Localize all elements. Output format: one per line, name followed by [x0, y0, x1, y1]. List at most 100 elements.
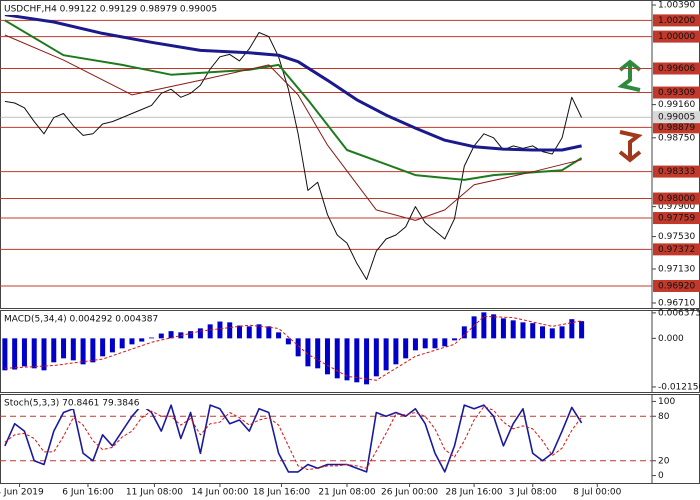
bar: [80, 338, 86, 365]
bar: [364, 338, 370, 385]
level-label: 0.98879: [658, 123, 695, 133]
last-price-box: [653, 111, 700, 124]
bar: [285, 338, 291, 345]
level-label: 1.00000: [658, 32, 695, 42]
up-arrow: [617, 59, 642, 92]
level-label: 0.96920: [658, 281, 695, 291]
bar: [383, 338, 389, 371]
bar: [256, 324, 262, 339]
bar: [41, 338, 47, 371]
x-tick-label: 8 Jul 00:00: [573, 488, 622, 498]
bar: [500, 318, 506, 339]
bar: [129, 338, 135, 345]
panel-title: MACD(5,34,4) 0.004292 0.004387: [4, 315, 158, 325]
down-arrow: [618, 130, 643, 163]
bar: [373, 338, 379, 377]
title-bg: [2, 312, 170, 325]
series-line: [4, 13, 582, 152]
y-tick-label: 0.99160: [658, 100, 695, 110]
panel-title: USDCHF,H4 0.99122 0.99129 0.98979 0.9900…: [4, 5, 217, 15]
level-label: 0.99309: [658, 88, 695, 98]
bar: [149, 337, 155, 339]
level-label: 80: [658, 412, 670, 422]
bar: [530, 323, 536, 339]
bar: [168, 331, 174, 339]
y-tick-label: 100: [658, 397, 675, 407]
bar: [217, 321, 223, 339]
bar: [354, 338, 360, 383]
y-tick-label: 0.97130: [658, 264, 695, 274]
bar: [422, 338, 428, 349]
bar: [276, 332, 282, 339]
x-tick-label: 18 Jun 16:00: [253, 488, 310, 498]
x-tick-label: 4 Jun 2019: [0, 488, 44, 498]
y-tick-label: -0.012156: [658, 382, 700, 392]
bar: [559, 326, 565, 339]
level-label: 0.98000: [658, 194, 695, 204]
bar: [540, 326, 546, 339]
y-tick-label: 0.006373: [658, 308, 700, 318]
bar: [119, 338, 125, 349]
level-label: 0.98333: [658, 167, 695, 177]
bar: [315, 338, 321, 369]
x-tick-label: 21 Jun 08:00: [318, 488, 375, 498]
level-label: 0.99606: [658, 64, 695, 74]
bar: [393, 338, 399, 365]
series-line: [4, 32, 583, 280]
title-bg: [2, 2, 238, 15]
bar: [197, 328, 203, 339]
bar: [412, 338, 418, 351]
series-line: [4, 315, 582, 381]
bar: [491, 314, 497, 339]
last-price-label: 0.99005: [658, 113, 695, 123]
bar: [442, 338, 448, 347]
series-line: [4, 34, 582, 221]
level-label-box: [653, 30, 700, 43]
level-label-box: [653, 279, 700, 292]
panel-title: Stoch(5,3,3) 70.8461 79.3846: [4, 399, 140, 409]
bar: [481, 312, 487, 339]
level-label: 0.97759: [658, 214, 695, 224]
level-label: 20: [658, 456, 670, 466]
bar: [188, 331, 194, 339]
bar: [100, 338, 106, 357]
level-label-box: [653, 243, 700, 256]
y-tick-label: 0.97530: [658, 232, 695, 242]
bar: [344, 338, 350, 381]
y-tick-label: 0.97900: [658, 202, 695, 212]
level-label: 0.97372: [658, 245, 695, 255]
bar: [520, 322, 526, 339]
y-tick-label: 0.98750: [658, 133, 695, 143]
x-tick-label: 14 Jun 00:00: [191, 488, 248, 498]
x-tick-label: 11 Jun 08:00: [126, 488, 183, 498]
bar: [21, 338, 27, 367]
x-tick-label: 3 Jul 08:00: [509, 488, 558, 498]
level-label-box: [653, 62, 700, 75]
bar: [61, 338, 67, 359]
level-label-box: [653, 212, 700, 225]
bar: [227, 322, 233, 339]
bar: [549, 328, 555, 339]
bar: [266, 326, 272, 339]
level-label-box: [653, 192, 700, 205]
y-tick-label: 0: [658, 471, 664, 481]
bar: [569, 319, 575, 339]
bar: [70, 338, 76, 361]
bar: [2, 338, 8, 371]
x-tick-label: 26 Jun 00:00: [381, 488, 438, 498]
level-label-box: [653, 86, 700, 99]
bar: [12, 338, 18, 370]
bar: [579, 321, 585, 339]
bar: [109, 338, 115, 353]
bar: [246, 326, 252, 339]
bar: [236, 325, 242, 339]
bar: [471, 316, 477, 339]
x-tick-label: 28 Jun 16:00: [445, 488, 502, 498]
level-label: 1.00200: [658, 16, 695, 26]
bar: [452, 338, 458, 341]
level-label-box: [653, 14, 700, 27]
bar: [305, 338, 311, 367]
level-label-box: [653, 165, 700, 178]
y-tick-label: 0.96710: [658, 298, 695, 308]
